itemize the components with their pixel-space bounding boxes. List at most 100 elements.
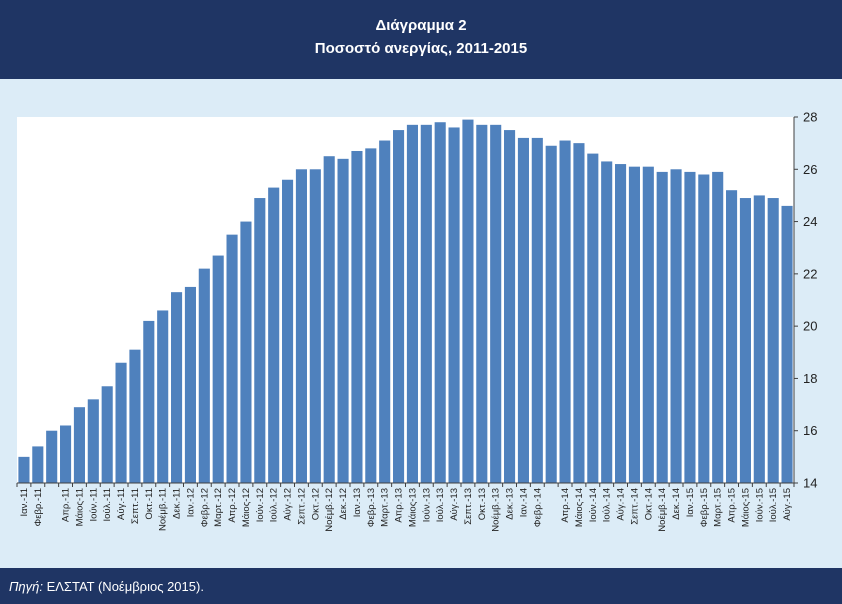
x-tick-label: Απρ.-15 [727, 488, 738, 523]
chart-subtitle: Ποσοστό ανεργίας, 2011-2015 [314, 40, 528, 57]
x-tick-label: Σεπτ.-14 [629, 488, 640, 525]
x-tick-label: Φεβρ.-13 [366, 488, 377, 527]
x-tick-label: Οκτ.-12 [310, 488, 321, 520]
x-tick-label: Απρ.-14 [560, 488, 571, 523]
bar-Ιούν.-13 [420, 124, 432, 483]
x-tick-label: Δεκ.-14 [671, 488, 682, 520]
bar-Νοέμβ.-13 [490, 124, 502, 483]
x-tick-label: Μαρτ.-15 [713, 488, 724, 527]
bar-Απρ.-12 [226, 234, 238, 483]
bar-Απρ.-13 [393, 130, 405, 483]
bar-Ιαν.-13 [351, 150, 363, 484]
bar-Ιούν.-14 [587, 153, 599, 483]
bar-Απρ.-15 [726, 190, 738, 483]
bar-Μάιος-12 [240, 221, 252, 483]
x-tick-label: Ιαν.-12 [185, 488, 196, 517]
bar-Αύγ.-11 [115, 362, 127, 483]
x-tick-label: Μαρτ.-13 [380, 488, 391, 527]
bar-Νοέμβ.-11 [157, 310, 169, 483]
bar-Φεβρ.-13 [365, 148, 377, 483]
x-tick-label: Μάιος-15 [740, 488, 751, 527]
x-tick-label: Αύγ.-13 [449, 488, 460, 521]
y-tick-label: 20 [803, 319, 817, 334]
bar-Αύγ.-14 [615, 164, 627, 483]
bar-Μαρτ.-15 [712, 171, 724, 483]
bar-Νοέμβ.-12 [323, 156, 335, 483]
bar-Δεκ.-13 [504, 130, 516, 483]
bar-Δεκ.-12 [337, 158, 349, 483]
bar-Σεπτ.-12 [295, 169, 307, 484]
x-tick-label: Φεβρ.-14 [532, 488, 543, 527]
x-tick-label: Απρ.-11 [61, 488, 72, 522]
chart-title: Διάγραμμα 2 [375, 17, 467, 34]
x-tick-label: Σεπτ.-12 [296, 488, 307, 525]
x-tick-label: Μαρτ.-12 [213, 488, 224, 527]
x-tick-label: Μάιος-14 [574, 488, 585, 527]
x-tick-label: Αύγ.-11 [116, 488, 127, 520]
bar-Απρ.-14 [559, 140, 571, 483]
bar-Φεβρ.-11 [32, 446, 44, 483]
x-tick-label: Μάιος-13 [407, 488, 418, 527]
x-tick-label: Μάιος-11 [74, 488, 85, 526]
x-tick-label: Ιούν.-13 [421, 488, 432, 522]
bar-Ιαν.-11 [18, 456, 30, 483]
x-tick-label: Φεβρ.-12 [199, 488, 210, 527]
x-tick-label: Οκτ.-14 [643, 488, 654, 520]
y-tick-label: 28 [803, 110, 817, 125]
x-tick-label: Φεβρ.-11 [33, 488, 44, 526]
y-tick-label: 14 [803, 476, 817, 491]
chart-footer: Πηγή: ΕΛΣΤΑΤ (Νοέμβριος 2015). [0, 568, 842, 604]
bar-Ιούλ.-12 [268, 187, 280, 483]
x-tick-label: Σεπτ.-11 [130, 488, 141, 524]
bar-Αύγ.-12 [282, 179, 294, 484]
bar-Σεπτ.-14 [628, 166, 640, 484]
bar-Νοέμβ.-14 [656, 171, 668, 483]
bar-Μάιος-15 [739, 198, 751, 484]
bar-Αύγ.-13 [448, 127, 460, 484]
bar-Οκτ.-14 [642, 166, 654, 484]
x-tick-label: Οκτ.-11 [144, 488, 155, 520]
x-tick-label: Μάιος-12 [241, 488, 252, 527]
x-tick-label: Νοέμβ.-12 [324, 488, 335, 532]
bar-Μαρτ.-11 [46, 430, 58, 483]
x-tick-label: Ιούν.-11 [88, 488, 99, 522]
x-tick-label: Ιούν.-14 [588, 488, 599, 522]
bar-Οκτ.-12 [309, 169, 321, 484]
bars-group [18, 119, 793, 484]
source-note: Πηγή: ΕΛΣΤΑΤ (Νοέμβριος 2015). [9, 579, 204, 594]
x-tick-label: Απρ.-12 [227, 488, 238, 523]
bar-Ιούλ.-13 [434, 122, 446, 483]
x-tick-label: Φεβρ.-15 [699, 488, 710, 527]
bar-Οκτ.-13 [476, 124, 488, 483]
x-tick-label: Αύγ.-14 [616, 488, 627, 521]
x-tick-label: Δεκ.-11 [172, 488, 183, 519]
bar-Μαρτ.-12 [212, 255, 224, 483]
x-tick-label: Ιαν.-11 [19, 488, 30, 517]
x-tick-label: Απρ.-13 [394, 488, 405, 523]
x-tick-label: Αύγ.-15 [782, 488, 793, 521]
bar-Φεβρ.-15 [698, 174, 710, 483]
bar-Ιαν.-12 [184, 286, 196, 483]
bar-Απρ.-11 [60, 425, 72, 483]
source-label: Πηγή: [9, 579, 43, 594]
x-tick-label: Αύγ.-12 [283, 488, 294, 521]
y-tick-label: 22 [803, 266, 817, 281]
source-text: ΕΛΣΤΑΤ (Νοέμβριος 2015). [42, 579, 204, 594]
bar-Μαρτ.-13 [379, 140, 391, 483]
x-tick-label: Ιούν.-15 [754, 488, 765, 522]
bar-Δεκ.-11 [171, 292, 183, 483]
bar-Σεπτ.-11 [129, 349, 141, 483]
x-tick-label: Ιούλ.-12 [269, 488, 280, 522]
x-tick-label: Δεκ.-13 [505, 488, 516, 520]
x-tick-label: Νοέμβ.-13 [491, 488, 502, 532]
x-tick-label: Νοέμβ.-11 [158, 488, 169, 531]
x-tick-label: Ιούλ.-11 [102, 488, 113, 522]
y-tick-label: 24 [803, 214, 817, 229]
bar-Δεκ.-14 [670, 169, 682, 484]
x-tick-label: Σεπτ.-13 [463, 488, 474, 525]
bar-Φεβρ.-14 [531, 137, 543, 483]
bar-Ιούν.-11 [87, 399, 99, 483]
x-tick-label: Ιαν.-13 [352, 488, 363, 517]
